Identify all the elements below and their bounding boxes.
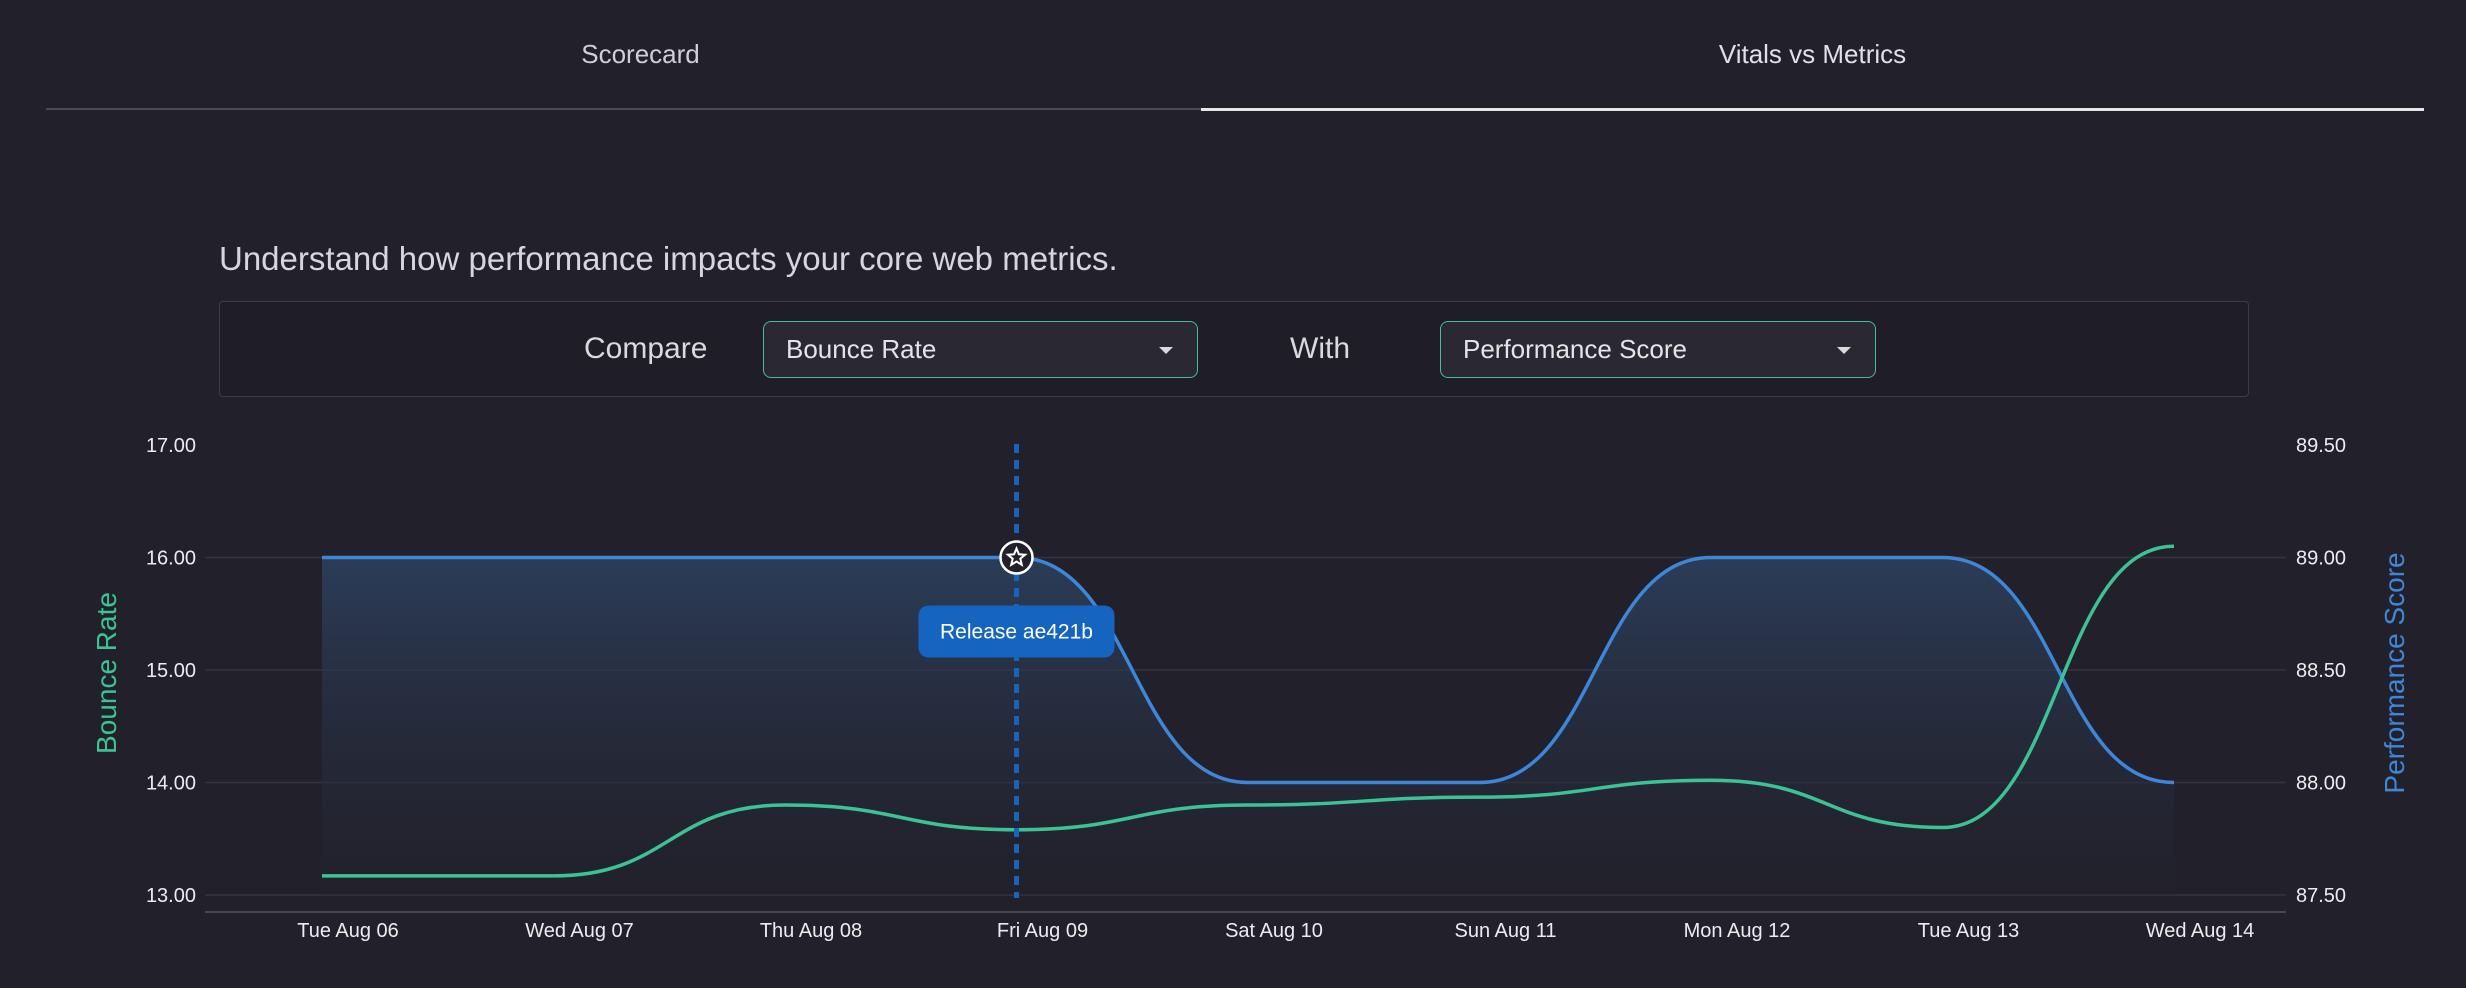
- release-label: Release ae421b: [940, 621, 1093, 644]
- chevron-down-icon: [1837, 347, 1851, 354]
- left-axis: 17.00 16.00 15.00 14.00 13.00: [146, 435, 196, 907]
- x-tick-label: Fri Aug 09: [997, 920, 1088, 942]
- left-tick-label: 17.00: [146, 435, 196, 457]
- left-axis-title: Bounce Rate: [91, 592, 122, 754]
- x-tick-label: Mon Aug 12: [1684, 920, 1791, 942]
- compare-select[interactable]: Bounce Rate: [763, 321, 1198, 378]
- compare-controls: Compare Bounce Rate With Performance Sco…: [219, 301, 2249, 397]
- x-tick-label: Sun Aug 11: [1455, 920, 1557, 942]
- x-tick-label: Wed Aug 07: [525, 920, 634, 942]
- compare-select-value: Bounce Rate: [786, 334, 937, 364]
- left-tick-label: 15.00: [146, 660, 196, 682]
- release-tooltip: [918, 605, 1115, 658]
- right-tick-label: 87.50: [2296, 885, 2346, 907]
- right-axis-title: Performance Score: [2379, 552, 2410, 793]
- x-tick-label: Sat Aug 10: [1225, 920, 1323, 942]
- with-select-value: Performance Score: [1463, 334, 1687, 364]
- compare-label: Compare: [584, 332, 708, 365]
- x-tick-label: Tue Aug 06: [297, 920, 399, 942]
- x-tick-label: Wed Aug 14: [2146, 920, 2255, 942]
- with-select[interactable]: Performance Score: [1440, 321, 1876, 378]
- bounce-rate-line: [322, 544, 2175, 878]
- left-tick-label: 14.00: [146, 773, 196, 795]
- with-label: With: [1290, 332, 1350, 365]
- right-tick-label: 88.00: [2296, 773, 2346, 795]
- chevron-down-icon: [1159, 347, 1173, 354]
- x-axis: Tue Aug 06 Wed Aug 07 Thu Aug 08 Fri Aug 09…: [297, 920, 2254, 942]
- performance-score-line: [322, 555, 2175, 785]
- right-tick-label: 89.50: [2296, 435, 2346, 457]
- x-tick-label: Tue Aug 13: [1918, 920, 2020, 942]
- release-marker[interactable]: Release ae421b: [918, 444, 1115, 898]
- performance-score-area: [322, 557, 2174, 895]
- left-tick-label: 16.00: [146, 548, 196, 570]
- right-tick-label: 89.00: [2296, 548, 2346, 570]
- star-icon: [1005, 545, 1028, 567]
- release-point[interactable]: [999, 540, 1034, 575]
- left-tick-label: 13.00: [146, 885, 196, 907]
- tab-bar: Scorecard Vitals vs Metrics: [46, 0, 2424, 111]
- page-subtitle: Understand how performance impacts your …: [219, 240, 1118, 277]
- x-tick-label: Thu Aug 08: [760, 920, 862, 942]
- right-axis: 89.50 89.00 88.50 88.00 87.50: [2296, 435, 2346, 907]
- right-tick-label: 88.50: [2296, 660, 2346, 682]
- tab-vitals-vs-metrics[interactable]: Vitals vs Metrics: [1201, 0, 2424, 111]
- tab-scorecard[interactable]: Scorecard: [46, 0, 1235, 110]
